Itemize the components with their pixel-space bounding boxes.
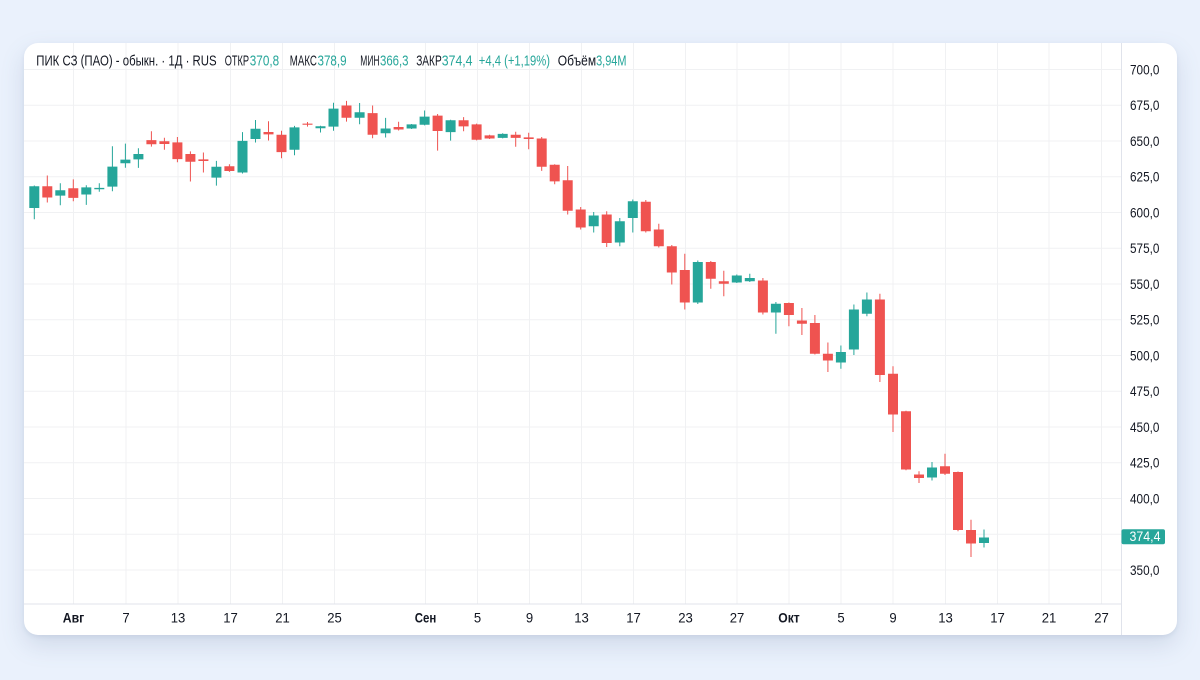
svg-text:370,8: 370,8 — [250, 53, 279, 70]
svg-text:5: 5 — [474, 610, 481, 626]
svg-text:500,0: 500,0 — [1130, 347, 1160, 363]
svg-text:17: 17 — [626, 610, 641, 626]
svg-text:13: 13 — [574, 610, 589, 626]
svg-text:9: 9 — [526, 610, 533, 626]
svg-text:675,0: 675,0 — [1130, 97, 1160, 113]
svg-text:27: 27 — [730, 610, 745, 626]
svg-text:13: 13 — [171, 610, 186, 626]
svg-text:7: 7 — [122, 610, 129, 626]
svg-text:400,0: 400,0 — [1130, 490, 1160, 506]
svg-text:450,0: 450,0 — [1130, 419, 1160, 435]
svg-text:374,4: 374,4 — [1130, 529, 1161, 544]
svg-text:575,0: 575,0 — [1130, 240, 1160, 256]
svg-text:Объём: Объём — [558, 53, 596, 70]
svg-text:МАКС: МАКС — [290, 53, 317, 70]
svg-text:МИН: МИН — [360, 53, 379, 70]
svg-text:350,0: 350,0 — [1130, 562, 1160, 578]
svg-text:550,0: 550,0 — [1130, 276, 1160, 292]
svg-text:700,0: 700,0 — [1130, 61, 1160, 77]
svg-text:650,0: 650,0 — [1130, 133, 1160, 149]
svg-text:ЗАКР: ЗАКР — [416, 53, 442, 70]
svg-text:Окт: Окт — [778, 610, 800, 626]
svg-text:17: 17 — [990, 610, 1005, 626]
svg-text:Сен: Сен — [415, 610, 437, 626]
svg-text:23: 23 — [678, 610, 693, 626]
svg-text:374,4: 374,4 — [442, 53, 473, 70]
svg-text:366,3: 366,3 — [380, 53, 409, 70]
svg-text:525,0: 525,0 — [1130, 312, 1160, 328]
svg-text:Авг: Авг — [63, 610, 85, 626]
svg-text:25: 25 — [327, 610, 342, 626]
svg-text:17: 17 — [223, 610, 238, 626]
svg-text:ОТКР: ОТКР — [225, 53, 249, 70]
svg-text:21: 21 — [1042, 610, 1057, 626]
svg-text:625,0: 625,0 — [1130, 169, 1160, 185]
svg-text:5: 5 — [837, 610, 844, 626]
svg-text:13: 13 — [938, 610, 953, 626]
svg-text:425,0: 425,0 — [1130, 455, 1160, 471]
svg-text:ПИК СЗ (ПАО) - обыкн. · 1Д · R: ПИК СЗ (ПАО) - обыкн. · 1Д · RUS — [36, 53, 216, 70]
svg-text:3,94М: 3,94М — [596, 53, 626, 70]
svg-text:600,0: 600,0 — [1130, 204, 1160, 220]
svg-text:+4,4 (+1,19%): +4,4 (+1,19%) — [479, 53, 550, 70]
svg-text:475,0: 475,0 — [1130, 383, 1160, 399]
svg-text:21: 21 — [275, 610, 290, 626]
svg-text:378,9: 378,9 — [318, 53, 347, 70]
svg-text:9: 9 — [889, 610, 896, 626]
svg-text:27: 27 — [1094, 610, 1109, 626]
